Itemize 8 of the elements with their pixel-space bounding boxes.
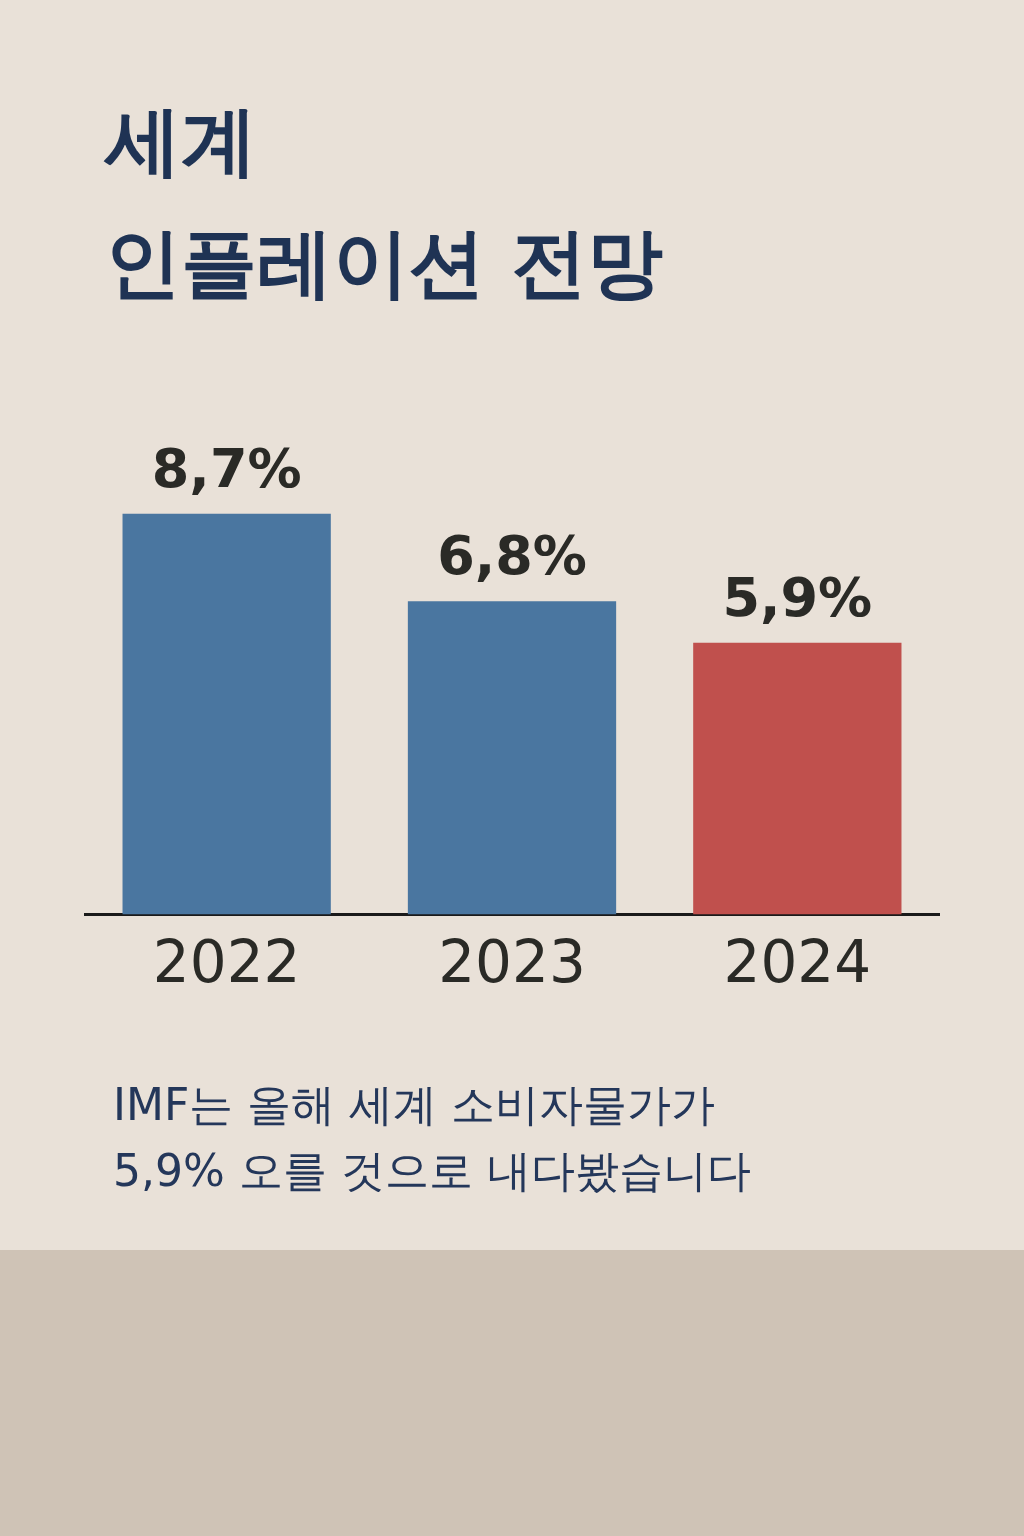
data-label: 6,8% — [437, 524, 587, 588]
chart-title: 세계 인플레이션 전망 — [105, 95, 664, 309]
text: IMF는 올해 세계 소비자물가가 5,9% 오를 것으로 내다봤습니다 — [113, 1078, 751, 1198]
data-label: 5,9% — [722, 565, 873, 629]
x-tick-label: 2024 — [723, 928, 872, 997]
x-tick-label: 2023 — [438, 928, 586, 997]
data-label: 8,7% — [151, 436, 302, 500]
x-tick-label: 2022 — [152, 928, 301, 997]
